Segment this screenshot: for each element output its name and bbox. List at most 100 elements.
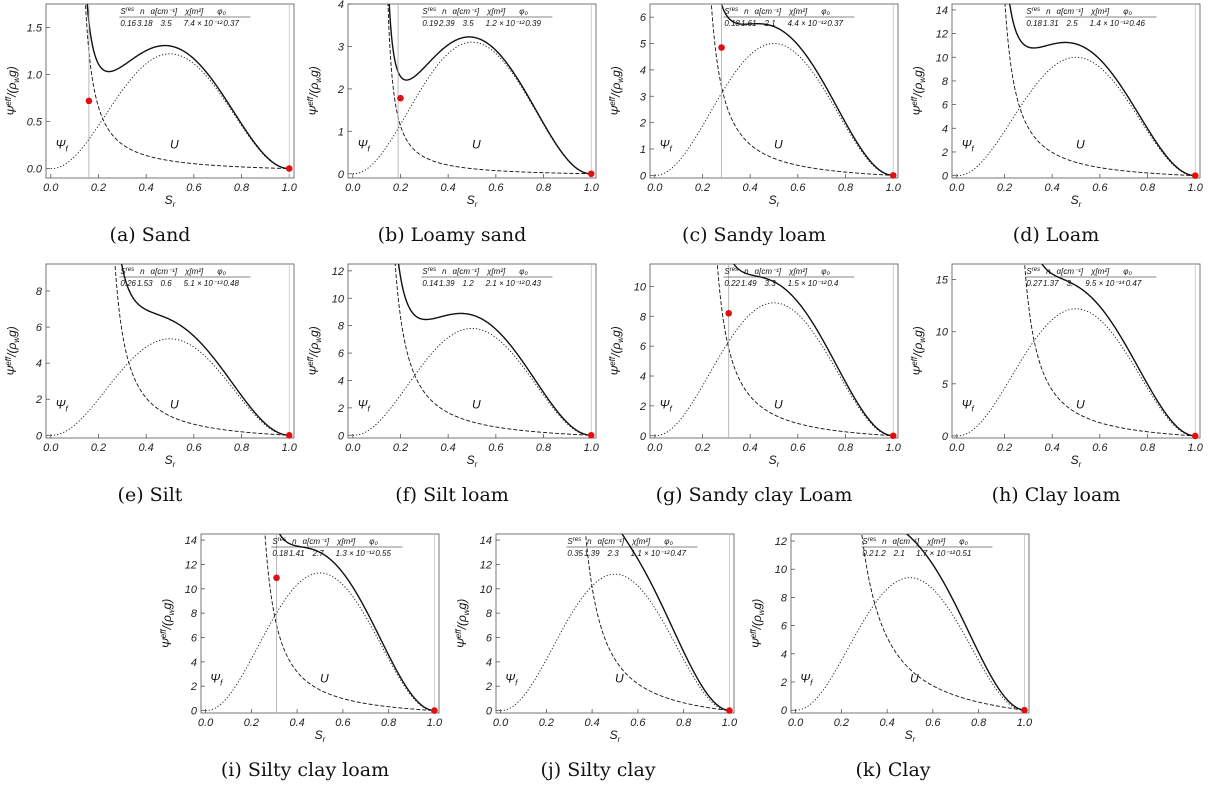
y-axis-label: Ψeff/(ρwg) <box>749 599 766 649</box>
y-tick-label: 0 <box>338 430 345 442</box>
plot-frame <box>649 3 899 179</box>
y-tick-label: 2 <box>190 681 197 693</box>
x-tick-label: 0.8 <box>838 442 854 454</box>
x-tick-label: 0.2 <box>393 182 408 194</box>
chart-panel: 0.0 0.2 0.4 0.6 0.8 1.0 0 2 4 6 8 Sr Ψeff/(ρwg) Ψf U Sr… <box>0 260 300 470</box>
chart-svg: 0.0 0.2 0.4 0.6 0.8 1.0 0 2 4 6 8 10 12 14 Sr Ψeff/(ρwg… <box>454 533 738 744</box>
u-curve <box>710 4 894 176</box>
y-tick-label: 10 <box>185 584 198 596</box>
x-tick-label: 1.0 <box>427 717 443 729</box>
x-tick-label: 1.0 <box>282 442 298 454</box>
y-tick-label: 2 <box>337 403 344 415</box>
param-table-header: Sres n α[cm⁻¹] χ[m²] φ₀ <box>1026 267 1132 276</box>
total-curve <box>720 4 894 177</box>
param-table-header: Sres n α[cm⁻¹] χ[m²] φ₀ <box>422 7 528 16</box>
end-point <box>889 172 897 179</box>
y-tick-label: 6 <box>640 12 647 24</box>
y-tick-label: 10 <box>634 281 647 293</box>
y-tick-label: 10 <box>936 52 949 64</box>
y-tick-label: 6 <box>36 322 43 334</box>
psi-label: Ψf <box>56 137 69 153</box>
min-point <box>397 94 404 102</box>
x-tick-label: 0.2 <box>695 182 710 194</box>
u-curve <box>84 4 290 170</box>
y-tick-label: 0.0 <box>27 164 43 176</box>
x-axis-label: Sr <box>1071 453 1082 469</box>
plot-frame <box>347 263 597 439</box>
x-tick-label: 0.2 <box>393 442 408 454</box>
u-label: U <box>615 672 624 686</box>
psi-label: Ψf <box>962 397 975 413</box>
x-tick-label: 0.4 <box>441 182 456 194</box>
y-axis-label: Ψeff/(ρwg) <box>4 326 21 376</box>
y-tick-label: 12 <box>185 559 197 571</box>
param-table-header: Sres n α[cm⁻¹] χ[m²] φ₀ <box>272 537 378 546</box>
chart-svg: 0.0 0.2 0.4 0.6 0.8 1.0 0 5 10 15 Sr Ψeff/(ρwg) Ψf U S… <box>910 263 1204 469</box>
u-label: U <box>910 672 919 686</box>
x-axis-label: Sr <box>165 453 176 469</box>
y-tick-label: 0 <box>36 430 43 442</box>
y-tick-label: 15 <box>936 275 949 287</box>
y-axis-label: Ψeff/(ρwg) <box>608 66 625 116</box>
end-point <box>285 431 293 439</box>
x-tick-label: 0.8 <box>381 717 397 729</box>
x-tick-label: 0.6 <box>790 442 806 454</box>
psi-label: Ψf <box>56 397 69 413</box>
psi-curve <box>500 573 730 712</box>
plot-frame <box>951 263 1201 439</box>
total-curve <box>905 534 1025 711</box>
x-tick-label: 0.4 <box>1045 182 1060 194</box>
x-tick-label: 0.6 <box>790 182 806 194</box>
x-axis-label: Sr <box>905 728 916 744</box>
param-table-header: Sres n α[cm⁻¹] χ[m²] φ₀ <box>1026 7 1132 16</box>
psi-label: Ψf <box>660 397 673 413</box>
y-tick-label: 8 <box>781 592 788 604</box>
u-label: U <box>170 397 179 411</box>
y-tick-label: 2 <box>337 84 344 96</box>
x-axis-label: Sr <box>467 453 478 469</box>
y-tick-label: 6 <box>781 621 788 633</box>
y-tick-label: 6 <box>942 100 949 112</box>
x-tick-label: 0.8 <box>838 182 854 194</box>
panel-caption: (a) Sand <box>109 224 191 246</box>
param-table-row: 0.141.39 1.2 2.1 × 10⁻¹²0.43 <box>422 279 541 288</box>
chart-panel: 0.0 0.2 0.4 0.6 0.8 1.0 0 2 4 6 8 10 12 14 Sr Ψeff/(ρwg… <box>155 530 445 745</box>
x-tick-label: 1.0 <box>584 182 600 194</box>
x-tick-label: 0.8 <box>971 717 987 729</box>
y-tick-label: 5 <box>640 39 647 51</box>
u-label: U <box>1076 397 1085 411</box>
y-tick-label: 6 <box>486 633 493 645</box>
total-curve <box>733 264 894 437</box>
panel-caption: (d) Loam <box>1012 224 1100 246</box>
x-tick-label: 0.0 <box>788 717 804 729</box>
u-curve <box>861 534 1025 711</box>
x-tick-label: 0.6 <box>488 182 504 194</box>
psi-label: Ψf <box>358 397 371 413</box>
param-table-header: Sres n α[cm⁻¹] χ[m²] φ₀ <box>862 537 968 546</box>
x-tick-label: 0.8 <box>536 182 552 194</box>
x-tick-label: 0.4 <box>743 182 758 194</box>
x-tick-label: 0.0 <box>345 442 361 454</box>
param-table-row: 0.181.41 2.7 1.3 × 10⁻¹²0.55 <box>272 549 391 558</box>
y-axis-label: Ψeff/(ρwg) <box>454 599 471 649</box>
plot-frame <box>790 533 1030 714</box>
panel-caption: (b) Loamy sand <box>377 224 527 246</box>
y-tick-label: 12 <box>936 29 948 41</box>
x-tick-label: 0.6 <box>1092 442 1108 454</box>
total-curve <box>1041 264 1196 437</box>
x-tick-label: 1.0 <box>584 442 600 454</box>
y-tick-label: 4 <box>486 657 492 669</box>
y-tick-label: 14 <box>185 535 197 547</box>
u-curve <box>1004 4 1196 177</box>
param-table-row: 0.261.53 0.6 5.1 × 10⁻¹³0.48 <box>120 279 239 288</box>
x-axis-label: Sr <box>769 453 780 469</box>
x-tick-label: 0.6 <box>1092 182 1108 194</box>
chart-svg: 0.0 0.2 0.4 0.6 0.8 1.0 0.0 0.5 1.0 1.5 Sr Ψeff/(ρw… <box>4 3 298 209</box>
chart-svg: 0.0 0.2 0.4 0.6 0.8 1.0 0 1 2 3 4 Sr Ψeff/(ρwg) Ψf U Sr… <box>306 0 600 209</box>
u-label: U <box>1076 137 1085 151</box>
psi-curve <box>654 43 894 176</box>
end-point <box>889 432 897 440</box>
x-tick-label: 1.0 <box>1188 442 1204 454</box>
y-tick-label: 4 <box>36 358 42 370</box>
x-tick-label: 0.8 <box>536 442 552 454</box>
